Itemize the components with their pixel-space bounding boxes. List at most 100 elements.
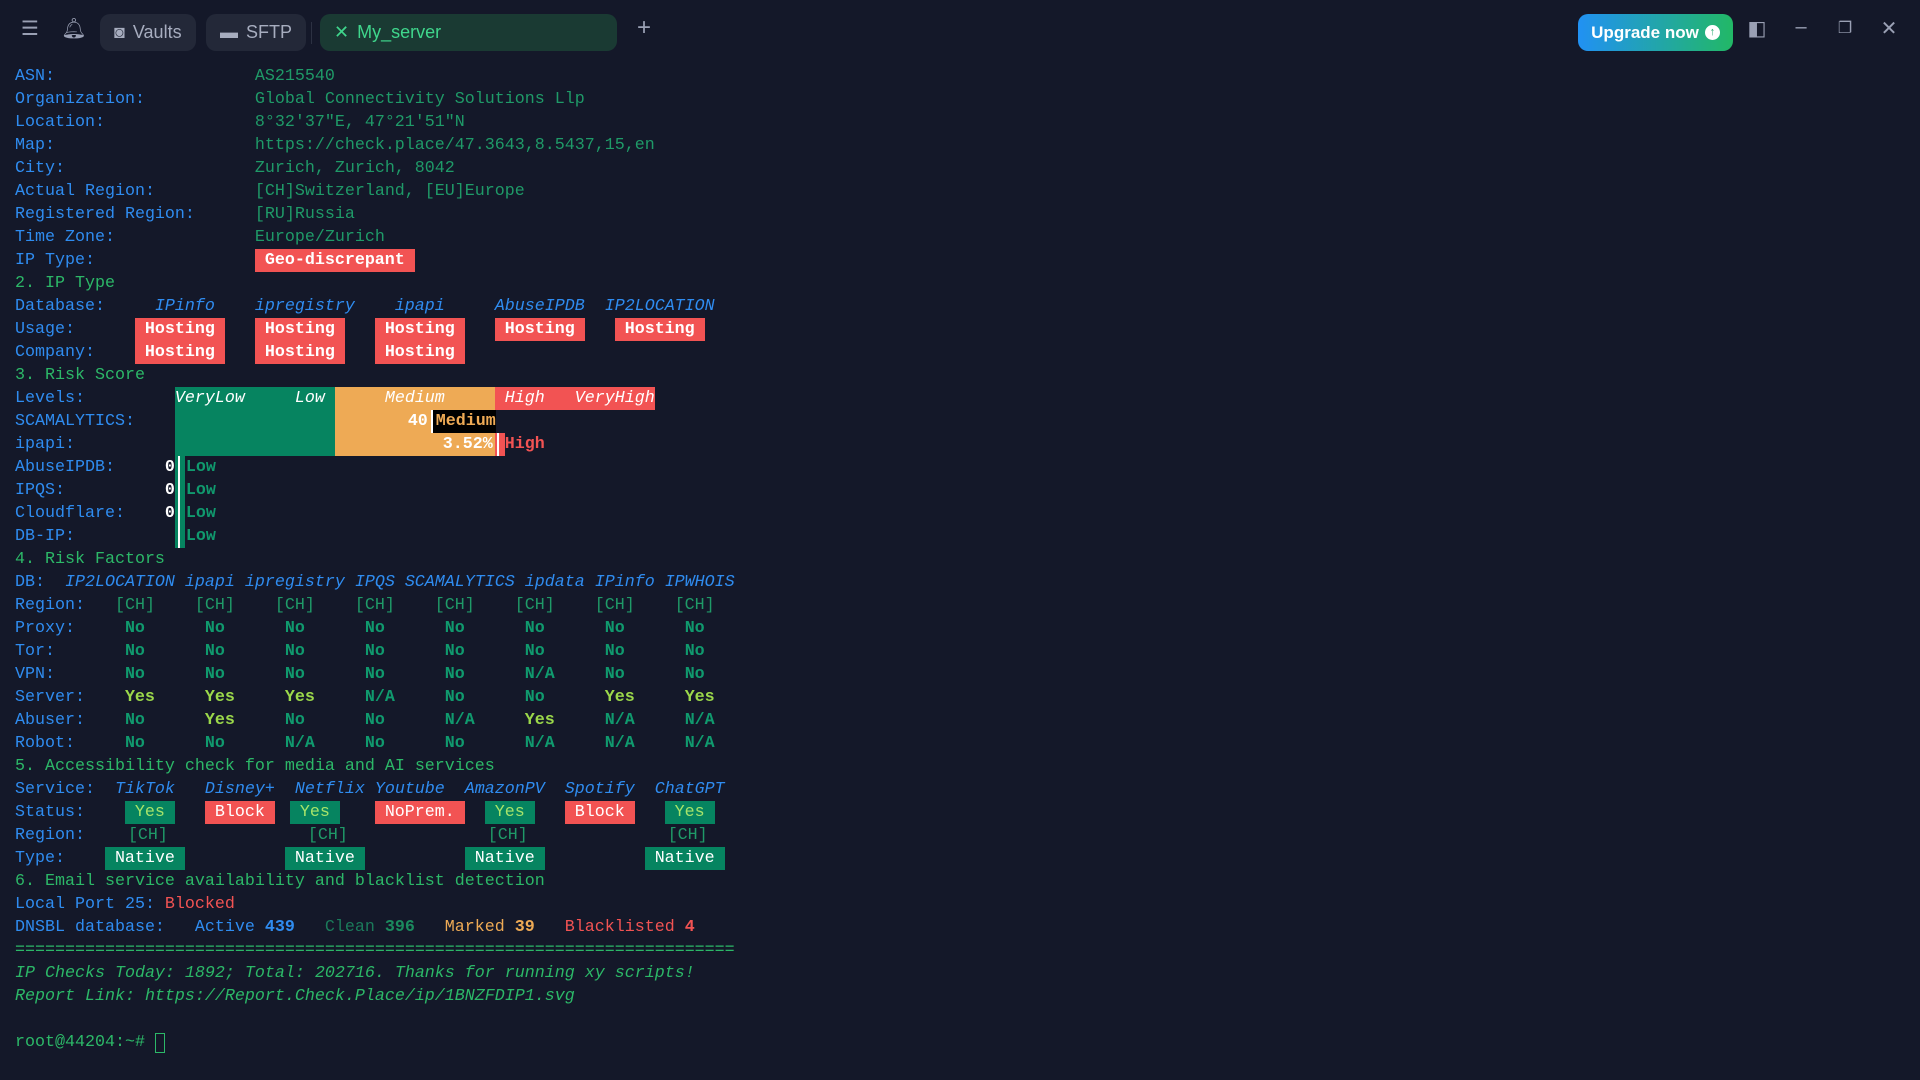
label: DNSBL database: <box>15 918 165 937</box>
factor-value: N/A <box>684 711 715 730</box>
label: Levels: <box>15 389 85 408</box>
label: Abuser: <box>15 711 85 730</box>
section-heading: 3. Risk Score <box>15 364 1815 387</box>
factor-value: [CH] <box>194 596 235 615</box>
sidebar-toggle-icon[interactable]: ◧ <box>1747 18 1767 40</box>
factor-value: No <box>684 642 705 661</box>
factor-value: No <box>684 619 705 638</box>
label: Organization: <box>15 90 145 109</box>
asn-value: AS215540 <box>254 67 335 86</box>
label: Server: <box>15 688 85 707</box>
service-name: ChatGPT <box>654 780 725 799</box>
risk-level: Medium <box>430 410 496 433</box>
factor-value: No <box>444 619 465 638</box>
factor-value: [CH] <box>114 596 155 615</box>
factor-value: N/A <box>364 688 395 707</box>
label: Tor: <box>15 642 55 661</box>
heading-text: 5. Accessibility check for media and AI … <box>15 757 495 776</box>
factor-value: No <box>284 665 305 684</box>
city-value: Zurich, Zurich, 8042 <box>254 159 455 178</box>
factor-value: No <box>604 665 625 684</box>
cursor[interactable] <box>154 1033 165 1053</box>
restore-icon[interactable]: ❐ <box>1837 20 1853 37</box>
factor-value: N/A <box>604 734 635 753</box>
separator-text: ========================================… <box>15 941 735 960</box>
vaults-tab[interactable]: ◙ Vaults <box>100 14 196 51</box>
status-badge: Yes <box>664 801 715 824</box>
level-label: High <box>504 389 545 408</box>
region-value: [CH] <box>127 826 168 845</box>
org-value: Global Connectivity Solutions Llp <box>254 90 585 109</box>
label: Actual Region: <box>15 182 155 201</box>
abuseipdb-line: AbuseIPDB: 0 Low <box>15 456 1815 479</box>
service-name: Netflix <box>294 780 365 799</box>
blacklisted-label: Blacklisted <box>564 918 675 937</box>
label: Region: <box>15 596 85 615</box>
factor-value: No <box>524 688 545 707</box>
bell-icon[interactable]: 🔔︎ <box>61 18 87 40</box>
location-value: 8°32'37"E, 47°21'51"N <box>254 113 465 132</box>
label: Company: <box>15 343 95 362</box>
status-badge: NoPrem. <box>374 801 465 824</box>
new-tab-icon[interactable]: + <box>636 14 651 41</box>
factor-value: N/A <box>524 665 555 684</box>
upgrade-button[interactable]: Upgrade now ↑ <box>1578 14 1733 51</box>
timezone-line: Time Zone: Europe/Zurich <box>15 226 1815 249</box>
label: AbuseIPDB: <box>15 458 115 477</box>
sftp-tab[interactable]: ▬ SFTP <box>206 14 307 51</box>
factor-value: No <box>364 711 385 730</box>
factor-value: Yes <box>204 688 235 707</box>
minimize-icon[interactable]: – <box>1795 16 1807 38</box>
db-name: AbuseIPDB <box>494 297 585 316</box>
level-label: Low <box>294 389 325 408</box>
factor-value: No <box>364 734 385 753</box>
factor-row: Region: [CH] [CH] [CH] [CH] [CH] [CH] [CH] [CH] <box>15 594 1815 617</box>
factor-value: No <box>364 665 385 684</box>
factor-value: No <box>444 734 465 753</box>
factor-value: Yes <box>684 688 715 707</box>
map-line: Map: https://check.place/47.3643,8.5437,1… <box>15 134 1815 157</box>
risk-medium-band <box>334 387 495 410</box>
arrow-up-icon: ↑ <box>1704 25 1720 40</box>
section-heading: 4. Risk Factors <box>15 548 1815 571</box>
label: Region: <box>15 826 85 845</box>
city-line: City: Zurich, Zurich, 8042 <box>15 157 1815 180</box>
section-heading: 6. Email service availability and blackl… <box>15 870 1815 893</box>
section-heading: 2. IP Type <box>15 272 1815 295</box>
factor-value: No <box>124 642 145 661</box>
db-name: ipregistry <box>244 573 345 592</box>
risk-level: High <box>496 433 545 456</box>
active-label: Active <box>194 918 255 937</box>
report-line: Report Link: https://Report.Check.Place/… <box>15 985 1815 1008</box>
dnsbl-line: DNSBL database: Active 439 Clean 396 Marke… <box>15 916 1815 939</box>
clean-count: 396 <box>384 918 415 937</box>
service-name: TikTok <box>114 780 175 799</box>
label: DB: <box>15 573 45 592</box>
factor-value: No <box>124 734 145 753</box>
active-count: 439 <box>264 918 295 937</box>
report-link[interactable]: https://Report.Check.Place/ip/1BNZFDIP1.… <box>144 987 575 1006</box>
media-type-line: Type: Native Native Native Native <box>15 847 1815 870</box>
close-window-icon[interactable]: ✕ <box>1880 18 1898 40</box>
factor-value: N/A <box>684 734 715 753</box>
status-badge: Yes <box>484 801 535 824</box>
close-tab-icon[interactable]: ✕ <box>334 22 350 42</box>
ip-type-line: IP Type: Geo-discrepant <box>15 249 1815 272</box>
type-badge: Native <box>644 847 725 870</box>
factor-row: VPN: No No No No No N/A No No <box>15 663 1815 686</box>
timezone-value: Europe/Zurich <box>254 228 385 247</box>
db-name: ipdata <box>524 573 585 592</box>
map-link[interactable]: https://check.place/47.3643,8.5437,15,en <box>254 136 655 155</box>
region-value: [CH] <box>667 826 708 845</box>
ipqs-line: IPQS: 0 Low <box>15 479 1815 502</box>
factor-value: Yes <box>124 688 155 707</box>
type-badge: Native <box>104 847 185 870</box>
label: ASN: <box>15 67 55 86</box>
factor-value: [CH] <box>674 596 715 615</box>
factor-value: No <box>284 711 305 730</box>
tab-my-server[interactable]: ✕ My_server <box>320 14 617 51</box>
factor-value: No <box>204 642 225 661</box>
menu-icon[interactable]: ☰ <box>21 18 39 40</box>
factor-value: No <box>444 665 465 684</box>
levels-line: Levels: VeryLow Low Medium High VeryHigh <box>15 387 1815 410</box>
